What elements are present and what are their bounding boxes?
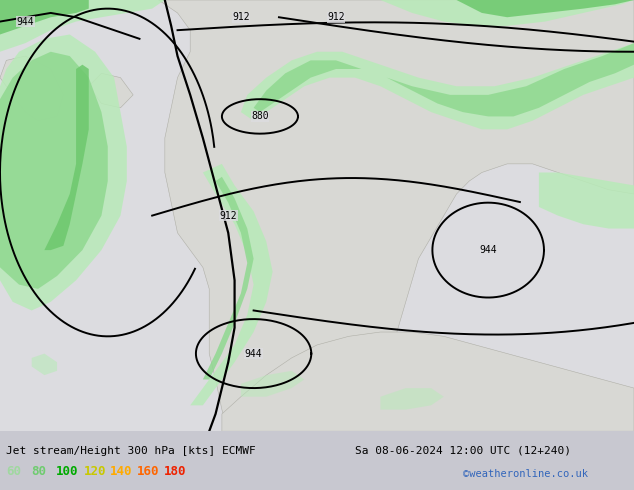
Text: Jet stream/Height 300 hPa [kts] ECMWF: Jet stream/Height 300 hPa [kts] ECMWF — [6, 446, 256, 456]
Text: 80: 80 — [32, 465, 47, 478]
Polygon shape — [380, 0, 634, 26]
Polygon shape — [32, 354, 57, 375]
Polygon shape — [190, 164, 273, 405]
Text: 944: 944 — [16, 17, 34, 26]
Polygon shape — [254, 43, 634, 117]
Text: 140: 140 — [110, 465, 133, 478]
Polygon shape — [456, 0, 634, 17]
Polygon shape — [203, 177, 254, 379]
Polygon shape — [539, 172, 634, 228]
Text: 880: 880 — [251, 111, 269, 122]
Text: 180: 180 — [164, 465, 186, 478]
Polygon shape — [0, 52, 108, 289]
Polygon shape — [89, 74, 133, 108]
Text: 100: 100 — [56, 465, 78, 478]
Text: 944: 944 — [479, 245, 497, 255]
Polygon shape — [44, 65, 89, 250]
Text: 912: 912 — [219, 211, 237, 220]
Polygon shape — [0, 56, 63, 121]
Polygon shape — [0, 0, 89, 34]
Polygon shape — [222, 332, 634, 431]
Text: 60: 60 — [6, 465, 22, 478]
Polygon shape — [0, 34, 127, 311]
Text: Sa 08-06-2024 12:00 UTC (12+240): Sa 08-06-2024 12:00 UTC (12+240) — [355, 446, 571, 456]
Polygon shape — [241, 43, 634, 129]
Text: 912: 912 — [327, 12, 345, 22]
Polygon shape — [241, 371, 304, 397]
Text: 160: 160 — [137, 465, 159, 478]
Polygon shape — [158, 0, 634, 431]
Text: 944: 944 — [245, 348, 262, 359]
Polygon shape — [380, 388, 444, 410]
Polygon shape — [0, 0, 165, 52]
Text: ©weatheronline.co.uk: ©weatheronline.co.uk — [463, 469, 588, 479]
Text: 912: 912 — [232, 12, 250, 22]
Text: 120: 120 — [84, 465, 106, 478]
